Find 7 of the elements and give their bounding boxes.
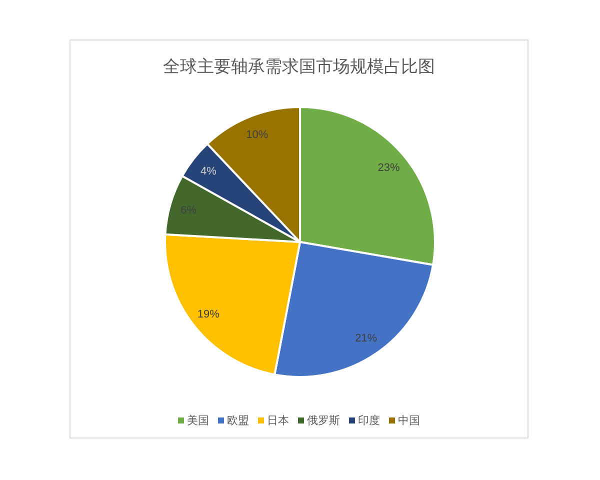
legend-label: 印度: [358, 414, 380, 427]
legend-label: 欧盟: [227, 415, 249, 427]
legend-label: 中国: [398, 414, 420, 427]
legend-label: 俄罗斯: [307, 414, 340, 427]
legend-label: 日本: [267, 414, 289, 427]
title: 全球主要轴承需求国市场规模占比图: [163, 57, 435, 76]
legend-label: 美国: [187, 414, 209, 427]
